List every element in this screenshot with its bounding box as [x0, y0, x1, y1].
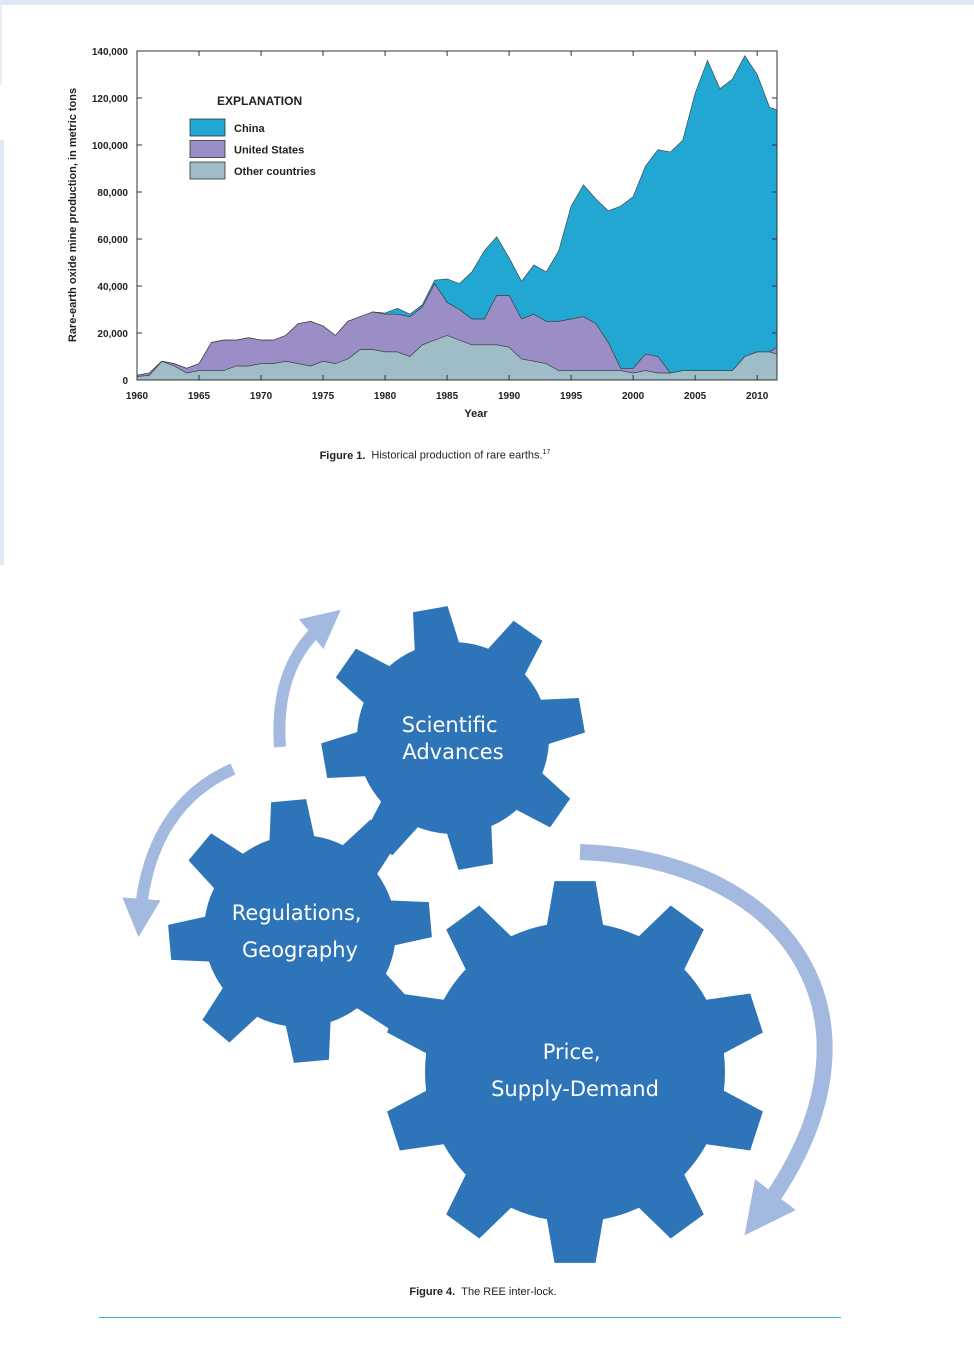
gear-price-supply-demand-line-2: Supply-Demand [491, 1077, 659, 1101]
y-tick-label: 60,000 [97, 235, 128, 246]
cycle-arrow-top [273, 609, 341, 748]
footer-rule [99, 1317, 841, 1318]
x-tick-label: 1985 [436, 391, 459, 402]
production-chart: 1960 1965 1970 1975 1980 1985 1990 1995 2000 2005… [67, 47, 778, 420]
chart-ticks: 1960 1965 1970 1975 1980 1985 1990 1995 2000 2005… [92, 47, 777, 402]
figure-1-caption: Figure 1. Historical production of rare e… [0, 449, 922, 462]
gear-scientific-advances: Scientific Advances [321, 606, 585, 870]
gear-price-supply-demand-label: Price, Supply-Demand [491, 1040, 659, 1101]
legend-swatch-united-states [189, 140, 226, 158]
x-tick-label: 1975 [312, 391, 335, 402]
figure-4-caption: Figure 4. The REE inter-lock. [0, 1286, 970, 1298]
y-tick-label: 120,000 [92, 94, 129, 105]
legend-label-other-countries: Other countries [234, 166, 316, 178]
x-tick-label: 1965 [188, 391, 211, 402]
gear-price-supply-demand-line-1: Price, [543, 1040, 601, 1064]
gear-price-supply-demand-shape [387, 881, 763, 1263]
legend-label-china: China [234, 123, 265, 135]
top-band [0, 0, 974, 5]
x-tick-label: 1990 [498, 391, 521, 402]
x-tick-label: 1980 [374, 391, 397, 402]
gear-scientific-advances-label: Scientific Advances [402, 713, 504, 764]
gear-regulations-geography: Regulations, Geography [168, 799, 432, 1063]
gear-scientific-advances-shape [321, 606, 585, 870]
left-margin-strip [0, 140, 4, 565]
y-tick-label: 0 [122, 376, 128, 387]
x-tick-label: 1960 [126, 391, 149, 402]
x-tick-label: 2005 [684, 391, 707, 402]
gear-scientific-advances-line-1: Scientific [402, 713, 498, 737]
left-margin-strip [0, 5, 2, 85]
gear-regulations-geography-line-1: Regulations, [232, 901, 362, 925]
cycle-arrow-left [122, 763, 236, 938]
y-axis-label: Rare-earth oxide mine production, in met… [67, 88, 79, 342]
figure-1-text: Historical production of rare earths. [371, 449, 543, 462]
figure-1-label: Figure 1. [319, 449, 366, 462]
gears-diagram: Scientific Advances Regulations, Geograp… [122, 606, 833, 1263]
legend-swatch-china [189, 118, 226, 137]
gear-regulations-geography-label: Regulations, Geography [232, 901, 368, 962]
figure-4-label: Figure 4. [409, 1286, 456, 1298]
figure-1-reference: 17 [542, 449, 551, 456]
y-tick-label: 20,000 [97, 329, 128, 340]
x-axis-label: Year [464, 408, 488, 420]
y-tick-label: 40,000 [97, 282, 128, 293]
gear-price-supply-demand: Price, Supply-Demand [387, 881, 763, 1263]
gear-regulations-geography-shape [168, 799, 432, 1063]
x-tick-label: 1970 [250, 391, 273, 402]
y-tick-label: 140,000 [92, 47, 129, 58]
cycle-arrow-right [579, 844, 833, 1236]
x-tick-label: 2010 [746, 391, 769, 402]
legend-title: EXPLANATION [217, 94, 302, 108]
y-tick-label: 80,000 [97, 188, 128, 199]
plot-frame [136, 50, 778, 381]
gear-scientific-advances-line-2: Advances [402, 740, 503, 764]
x-tick-label: 1995 [560, 391, 583, 402]
legend-label-united-states: United States [234, 145, 304, 157]
y-tick-label: 100,000 [92, 141, 129, 152]
gear-regulations-geography-line-2: Geography [242, 938, 358, 962]
legend-swatch-other-countries [189, 161, 226, 180]
x-tick-label: 2000 [622, 391, 645, 402]
figure-4-text: The REE inter-lock. [461, 1286, 557, 1298]
legend: EXPLANATION China United States Other coun… [189, 94, 316, 180]
